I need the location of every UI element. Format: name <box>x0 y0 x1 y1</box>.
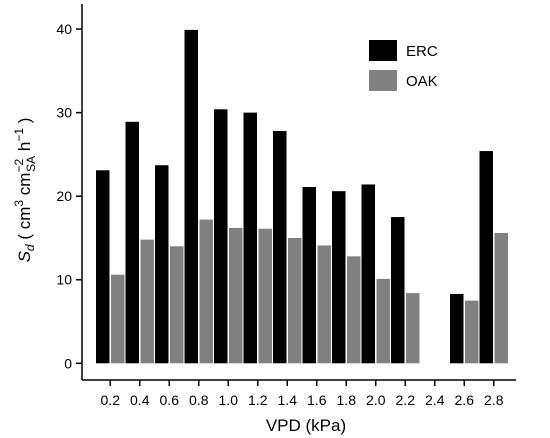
x-tick-label: 0.4 <box>130 392 150 408</box>
bar-erc-0.2 <box>96 170 110 364</box>
y-tick-label: 10 <box>56 272 72 288</box>
x-tick-label: 2.6 <box>455 392 475 408</box>
x-tick-label: 2.0 <box>366 392 386 408</box>
bar-erc-1.0 <box>214 109 228 364</box>
y-axis-title: Sd ( cm3 cm−2SA h−1 ) <box>12 118 38 263</box>
x-tick-label: 1.6 <box>307 392 327 408</box>
y-tick-label: 40 <box>56 21 72 37</box>
bar-oak-1.6 <box>317 245 331 364</box>
bar-erc-1.8 <box>332 191 346 364</box>
bar-erc-1.6 <box>302 186 316 364</box>
bar-oak-1.2 <box>258 228 272 364</box>
bar-erc-1.2 <box>243 112 257 364</box>
plot-area: 0 10 20 30 40 0.2 0.4 0.6 0.8 1.0 1.2 1.4 1.6 1.8 2.0… <box>56 4 516 408</box>
bar-oak-0.4 <box>140 239 154 364</box>
x-tick-label: 1.0 <box>219 392 239 408</box>
bar-oak-1.4 <box>288 237 302 364</box>
bar-erc-0.4 <box>125 121 139 364</box>
bar-oak-0.6 <box>170 246 184 364</box>
bar-oak-0.2 <box>111 274 125 364</box>
x-tick-label: 0.2 <box>101 392 121 408</box>
bar-erc-2.6 <box>450 293 464 364</box>
bars-group <box>96 29 508 364</box>
x-tick-label: 0.6 <box>160 392 180 408</box>
x-tick-label: 0.8 <box>189 392 209 408</box>
y-tick-label: 20 <box>56 188 72 204</box>
bar-oak-2.6 <box>465 300 479 364</box>
bar-erc-1.4 <box>273 131 287 364</box>
legend-label-erc: ERC <box>406 43 438 60</box>
bar-oak-0.8 <box>199 219 213 364</box>
y-tick-label: 0 <box>64 355 72 371</box>
legend-swatch-oak <box>369 70 397 91</box>
bar-oak-2.8 <box>494 232 508 364</box>
x-tick-label: 1.2 <box>248 392 268 408</box>
x-tick-label: 1.4 <box>278 392 298 408</box>
x-axis-ticks: 0.2 0.4 0.6 0.8 1.0 1.2 1.4 1.6 1.8 2.0 2.2 2.4 2.6 2… <box>101 380 504 408</box>
y-tick-label: 30 <box>56 105 72 121</box>
x-axis-title: VPD (kPa) <box>266 416 346 435</box>
bar-oak-2.0 <box>376 278 390 364</box>
bar-oak-2.2 <box>406 293 420 364</box>
bar-oak-1.8 <box>347 256 361 364</box>
legend: ERC OAK <box>369 40 438 91</box>
x-tick-label: 1.8 <box>337 392 357 408</box>
x-tick-label: 2.2 <box>396 392 416 408</box>
bar-oak-1.0 <box>229 227 243 364</box>
bar-erc-2.2 <box>391 217 405 364</box>
y-axis-ticks: 0 10 20 30 40 <box>56 21 82 371</box>
bar-erc-0.8 <box>184 29 198 364</box>
legend-label-oak: OAK <box>406 73 438 90</box>
legend-swatch-erc <box>369 40 397 61</box>
bar-erc-2.8 <box>479 151 493 364</box>
bar-erc-2.0 <box>361 184 375 364</box>
bar-erc-0.6 <box>155 165 169 364</box>
x-tick-label: 2.4 <box>425 392 445 408</box>
x-tick-label: 2.8 <box>484 392 504 408</box>
